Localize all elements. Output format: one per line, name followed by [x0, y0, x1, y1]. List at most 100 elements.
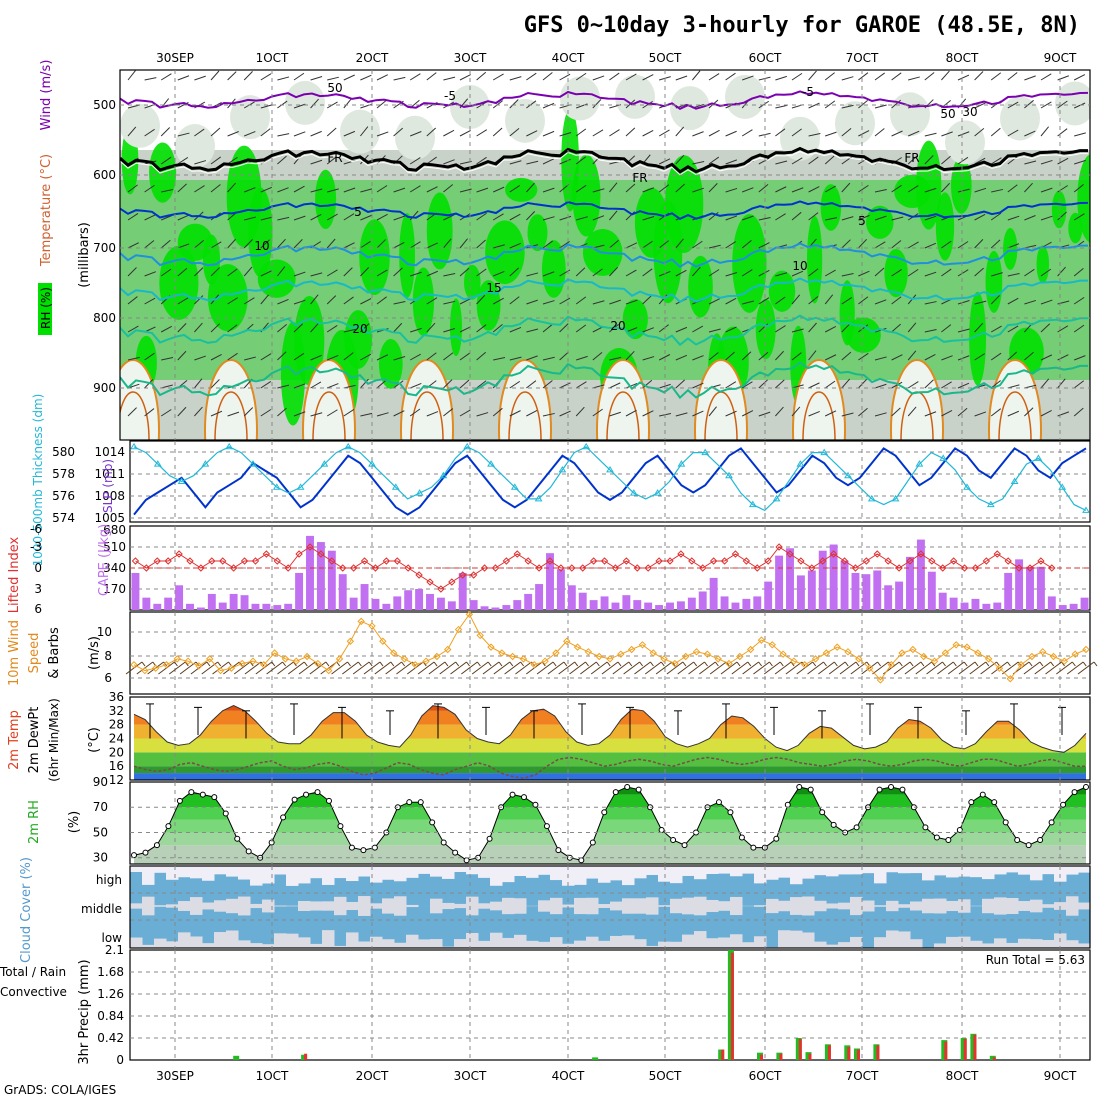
wind-barb — [393, 127, 404, 137]
wind-barb-flag — [271, 661, 276, 667]
date-tick-label: 30SEP — [156, 51, 194, 65]
thickness-point — [772, 494, 781, 502]
cloud-mid-gap — [1078, 902, 1091, 910]
wind-barb — [609, 299, 621, 305]
wind-barb-flag — [325, 661, 330, 667]
cloud-mid-gap — [1030, 899, 1043, 913]
li-point — [469, 571, 478, 579]
panel-frame — [129, 949, 1091, 1061]
cloud-low-gap — [754, 936, 767, 948]
wind-barb-flag — [422, 661, 427, 667]
thickness-point — [677, 460, 686, 467]
wind-barb-flag — [174, 661, 178, 667]
cloud-mid-gap — [958, 899, 971, 913]
wind-speed-point — [519, 655, 528, 663]
wind-barb — [642, 240, 653, 249]
wind-barb — [725, 215, 738, 221]
rh-point — [142, 849, 149, 856]
cloud-low-gap — [814, 941, 827, 948]
temp-tick-label: 12 — [109, 773, 124, 787]
cloud-mid-gap — [514, 898, 527, 914]
cloud-low-gap — [826, 944, 839, 948]
wind-barb — [675, 75, 688, 81]
wind-barb-flag — [704, 661, 708, 667]
wind-barb — [509, 127, 520, 137]
rh-high-cell — [1003, 228, 1018, 271]
wind-barb — [443, 76, 456, 81]
wind-speed-point — [389, 649, 398, 657]
wind-barb-flag — [444, 661, 449, 667]
li-point — [448, 578, 456, 586]
cloud-mid-gap — [394, 896, 407, 916]
wind-speed-point — [249, 657, 257, 665]
li-point — [862, 557, 871, 565]
cape-bar — [338, 574, 347, 610]
wind-barb — [824, 185, 836, 193]
cape-bar — [524, 593, 533, 610]
wind-barb — [160, 239, 171, 249]
wind-barb-flag — [141, 661, 146, 667]
wind-barb — [758, 157, 770, 165]
cape-bar — [546, 553, 554, 610]
rh-point — [1037, 837, 1044, 844]
cape-tick-label: 340 — [103, 561, 126, 575]
wind-speed-point — [130, 661, 138, 669]
wind-speed-point — [714, 655, 722, 663]
cloud-low-gap — [910, 939, 923, 948]
cloud-high-gap — [862, 866, 875, 874]
wind-barb — [1073, 102, 1086, 109]
cape-bar — [753, 596, 762, 610]
wind-barb — [758, 351, 769, 361]
wind-speed-point — [584, 648, 593, 656]
wind-barb — [194, 160, 207, 165]
rh-point — [280, 814, 287, 821]
wind-barb — [326, 295, 337, 305]
thickness-point — [201, 460, 210, 467]
li-point — [851, 564, 860, 572]
wind-barb — [839, 661, 857, 675]
wind-barb — [177, 267, 188, 277]
wind-barb — [526, 272, 539, 277]
warm-surface-contour — [302, 359, 356, 440]
cape-bar — [491, 607, 500, 610]
wind-speed-point — [379, 637, 387, 645]
wind-barb — [476, 268, 487, 277]
cloud-high-gap — [382, 866, 395, 880]
wind-barb — [824, 269, 836, 277]
chart-title: GFS 0~10day 3-hourly for GAROE (48.5E, 8… — [524, 13, 1080, 38]
wind-barb — [957, 407, 968, 417]
wind-barb — [360, 126, 369, 137]
wind-barb — [1073, 296, 1085, 305]
wind-barb — [266, 661, 283, 675]
contour-label: 50 — [940, 107, 955, 121]
wind-barb — [758, 379, 768, 389]
wind-barb — [725, 410, 737, 417]
li-point — [284, 564, 292, 572]
li-tick-label: -6 — [30, 522, 42, 536]
cloud-mid-gap — [694, 896, 707, 916]
cloud-high-gap — [874, 866, 887, 884]
wind-barb — [623, 661, 640, 675]
cloud-mid-gap — [910, 901, 923, 911]
wind-speed-point — [292, 657, 300, 665]
cloud-low-gap — [334, 945, 347, 948]
pressure-unit-label: (millibars) — [77, 222, 92, 288]
wind-barb — [559, 215, 572, 221]
slp-series-line — [133, 447, 1087, 516]
wind-barb — [426, 297, 438, 305]
wind-barb — [775, 272, 788, 277]
cloud-mid-gap — [586, 897, 599, 915]
cloud-high-gap — [538, 866, 551, 875]
rh-point — [509, 791, 516, 798]
wind-barb — [1007, 384, 1020, 389]
rh-point — [406, 799, 413, 806]
wind-barb — [277, 661, 294, 675]
wind-barb — [924, 411, 937, 417]
wind-barb — [360, 378, 369, 389]
wind-barb — [720, 661, 738, 675]
wind-barb-flag — [401, 661, 406, 667]
wind-barb — [625, 327, 638, 333]
date-tick-label: 1OCT — [256, 51, 289, 65]
freezing-level-contour-inner — [120, 150, 1088, 176]
